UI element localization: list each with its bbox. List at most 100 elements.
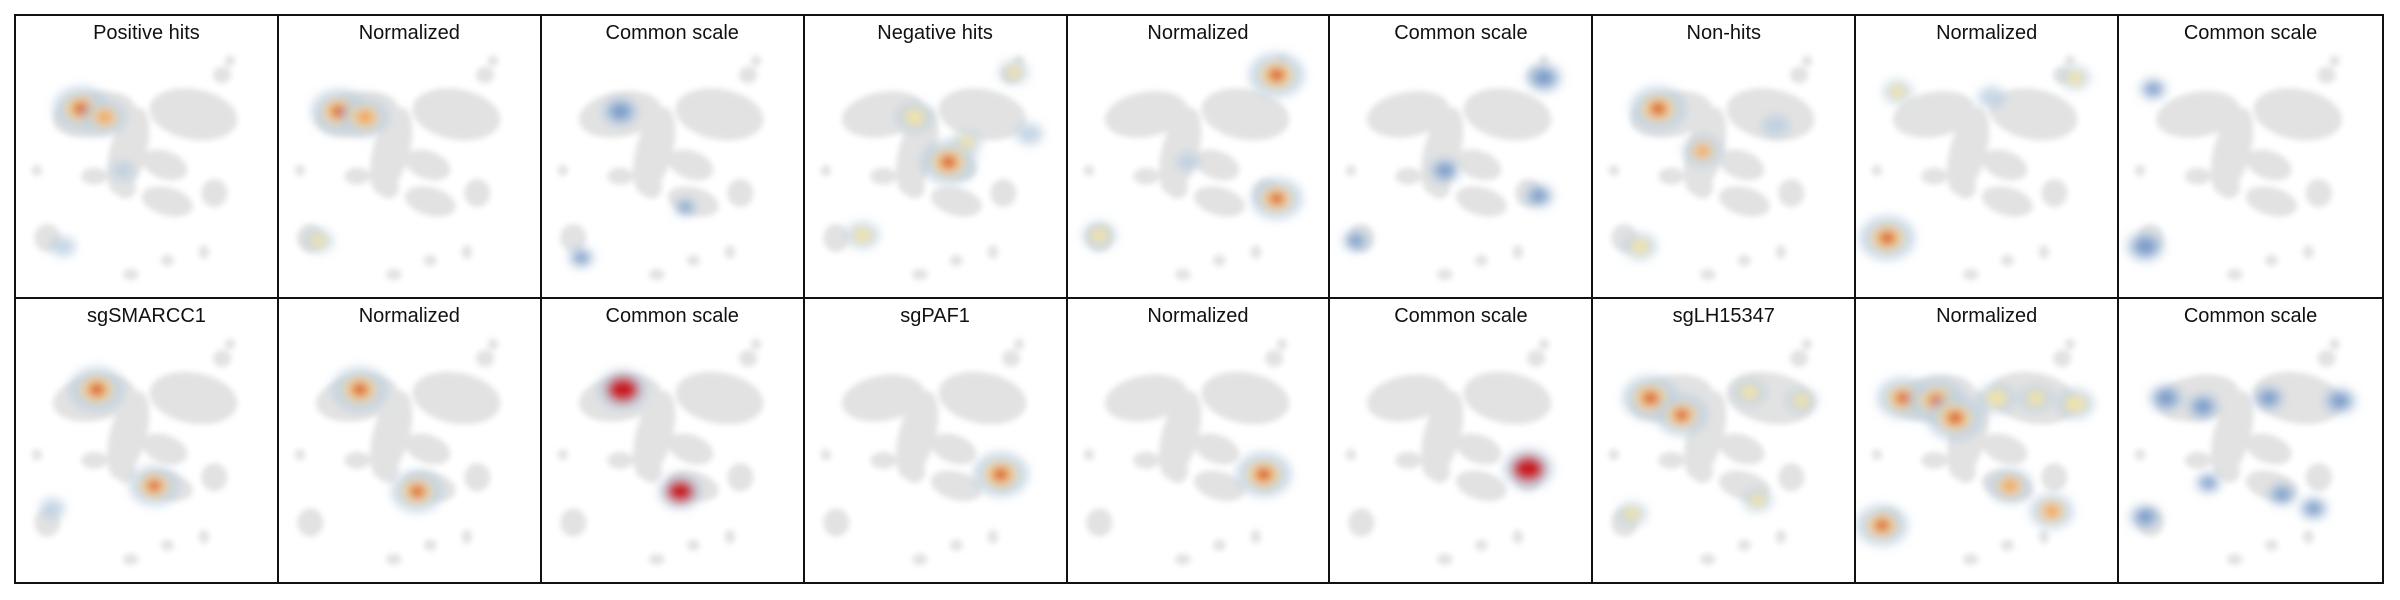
umap-panel: Normalized [278,299,542,582]
density-hotspot [597,369,648,410]
embedding-cluster [1437,553,1454,566]
embedding-background [31,338,238,566]
embedding-cluster [404,149,451,181]
embedding-cluster [2246,149,2292,181]
density-hotspot [2060,66,2090,90]
embedding-cluster [149,371,238,425]
density-hotspot [1623,233,1657,260]
embedding-cluster [1083,164,1094,177]
umap-panel: Common scale [1330,299,1594,582]
embedding-cluster [938,371,1026,425]
embedding-cluster [675,371,764,425]
umap-plot [1346,338,1554,566]
density-hotspot [1343,230,1370,252]
panel-title: Normalized [1147,305,1249,327]
embedding-cluster [1527,349,1546,367]
embedding-cluster [560,223,587,253]
umap-panel: Non-hits [1593,16,1857,299]
umap-plot [294,55,501,281]
embedding-cluster [1513,245,1524,260]
embedding-cluster [895,390,939,479]
embedding-cluster [686,539,700,551]
umap-plot [557,338,764,566]
embedding-cluster [2001,254,2015,267]
embedding-cluster [1790,66,1809,84]
embedding-cluster [1201,371,1289,425]
embedding-cluster [1429,460,1451,483]
density-hotspot [1623,376,1679,420]
embedding-cluster [294,448,305,461]
embedding-cluster [726,178,754,208]
panel-title: Common scale [1394,305,1528,327]
embedding-cluster [487,338,499,350]
embedding-cluster [212,349,232,367]
embedding-cluster [160,254,174,267]
embedding-cluster [949,539,963,551]
embedding-cluster [1738,254,1752,267]
umap-panel: Normalized [278,16,542,299]
embedding-cluster [911,268,928,281]
embedding-cluster [1193,186,1245,217]
embedding-cluster [115,460,137,483]
embedding-cluster [930,470,982,502]
density-hotspot [1988,468,2032,503]
density-hotspot [1250,178,1302,219]
embedding-cluster [606,167,634,185]
embedding-cluster [1963,553,1979,566]
embedding-cluster [1802,55,1813,67]
embedding-cluster [606,451,634,469]
embedding-background [2134,55,2343,281]
density-hotspot [1082,222,1116,249]
panel-title: sgSMARCC1 [86,305,206,327]
embedding-cluster [107,390,150,479]
embedding-cluster [648,268,665,281]
embedding-cluster [2038,245,2050,260]
density-hotspot [2056,388,2094,419]
embedding-cluster [2329,338,2340,350]
density-hotspot [568,247,594,268]
embedding-background [294,338,501,566]
embedding-cluster [557,448,568,461]
embedding-cluster [686,254,700,267]
embedding-cluster [81,451,108,469]
panel-title: Common scale [2183,305,2318,327]
embedding-cluster [938,88,1026,141]
umap-panel: Normalized [1067,16,1331,299]
density-hotspot [1248,53,1304,97]
embedding-cluster [987,529,998,544]
embedding-background [557,55,764,281]
embedding-cluster [1692,460,1714,483]
umap-plot [820,338,1028,566]
embedding-cluster [1463,88,1552,141]
embedding-cluster [2329,55,2340,67]
embedding-cluster [1963,268,1979,281]
embedding-cluster [822,508,850,537]
embedding-cluster [160,539,174,551]
embedding-cluster [1775,529,1787,544]
density-hotspot [2030,494,2074,529]
umap-plot [31,338,238,566]
density-hotspot [332,367,388,412]
embedding-cluster [2041,178,2068,208]
embedding-cluster [464,463,491,492]
embedding-cluster [294,164,305,177]
embedding-cluster [750,55,761,67]
embedding-cluster [1212,254,1226,267]
density-hotspot [1503,448,1554,489]
embedding-cluster [667,149,714,181]
embedding-cluster [2210,107,2254,195]
umap-plot [1856,338,2094,566]
density-hotspot [341,98,389,136]
embedding-cluster [1456,433,1502,465]
panel-title: sgLH15347 [1672,305,1775,327]
density-hotspot [2195,472,2222,494]
embedding-cluster [475,349,495,367]
embedding-cluster [820,164,831,177]
embedding-cluster [81,167,108,185]
embedding-cluster [461,529,472,544]
embedding-cluster [369,390,413,479]
embedding-cluster [675,88,764,141]
embedding-cluster [1658,451,1685,469]
embedding-cluster [1738,539,1752,551]
embedding-cluster [1083,448,1094,461]
